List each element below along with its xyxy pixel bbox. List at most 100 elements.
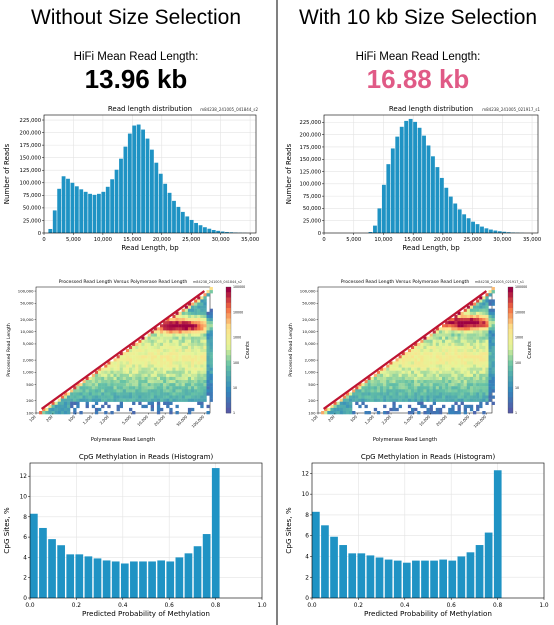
histogram-bar [102, 560, 111, 598]
heatmap-cell [435, 361, 440, 365]
heatmap-cell [491, 336, 495, 340]
heatmap-cell [135, 349, 139, 353]
heatmap-cell [414, 352, 418, 356]
heatmap-cell [141, 367, 145, 371]
heatmap-cell [469, 324, 474, 328]
heatmap-cell [491, 355, 495, 359]
heatmap-cell [442, 386, 446, 390]
heatmap-cell [197, 311, 201, 316]
heatmap-cell [197, 342, 201, 347]
heatmap-cell [129, 355, 133, 359]
heatmap-cell [404, 361, 409, 365]
heatmap-cell [463, 386, 467, 390]
heatmap-cell [79, 411, 83, 415]
heatmap-cell [150, 395, 154, 399]
heatmap-cell [203, 367, 207, 371]
heatmap-cell [435, 339, 440, 343]
heatmap-cell [473, 330, 477, 334]
heatmap-cell [466, 318, 471, 322]
heatmap-cell [138, 373, 142, 378]
heatmap-cell [156, 349, 161, 353]
heatmap-cell [442, 336, 446, 340]
heatmap-cell [485, 333, 489, 337]
heatmap-cell [206, 389, 210, 393]
colorbar-segment [226, 397, 231, 403]
heatmap-cell [445, 370, 449, 374]
heatmap-cell [417, 367, 421, 371]
heatmap-cell [414, 376, 418, 381]
heatmap-cell [386, 389, 390, 393]
heatmap-cell [94, 373, 99, 378]
heatmap-cell [191, 386, 195, 390]
heatmap-cell [209, 318, 213, 322]
colorbar-segment [226, 386, 231, 393]
heatmap-cell [175, 345, 179, 350]
heatmap-cell [200, 311, 204, 316]
heatmap-cell [156, 407, 161, 412]
heatmap-cell [442, 352, 446, 356]
x-tick-label: 1,000 [82, 414, 94, 426]
heatmap-cell [442, 395, 446, 399]
heatmap-cell [138, 358, 142, 362]
heatmap-cell [172, 383, 176, 387]
heatmap-cell [429, 383, 433, 387]
heatmap-cell [132, 373, 136, 378]
heatmap-cell [169, 392, 173, 396]
y-tick-label: 0 [305, 596, 309, 602]
heatmap-cell [85, 389, 89, 393]
heatmap-cell [91, 373, 96, 378]
heatmap-cell [206, 364, 210, 368]
heatmap-cell [194, 339, 198, 343]
heatmap-cell [122, 370, 127, 374]
heatmap-cell [466, 336, 471, 340]
heatmap-cell [460, 383, 464, 387]
heatmap-cell [479, 308, 483, 312]
heatmap-cell [122, 398, 127, 402]
x-axis-label: Polymerase Read Length [91, 437, 155, 443]
histogram-bar [136, 124, 141, 233]
heatmap-cell [150, 376, 154, 381]
heatmap-cell [445, 361, 449, 365]
heatmap-cell [156, 361, 161, 365]
heatmap-cell [191, 305, 195, 309]
heatmap-cell [187, 358, 192, 362]
heatmap-cell [417, 361, 421, 365]
heatmap-cell [479, 333, 483, 337]
heatmap-cell [166, 380, 170, 384]
heatmap-cell [491, 342, 495, 347]
heatmap-cell [175, 355, 179, 359]
heatmap-cell [194, 398, 198, 402]
heatmap-cell [156, 345, 161, 350]
colorbar-segment [508, 339, 513, 346]
histogram-bar [57, 188, 62, 233]
heatmap-cell [184, 305, 189, 309]
heatmap-cell [166, 373, 170, 378]
heatmap-cell [466, 395, 471, 399]
heatmap-cell [376, 383, 381, 387]
heatmap-cell [125, 392, 130, 396]
y-tick-label: 225,000 [300, 120, 321, 126]
heatmap-cell [411, 345, 415, 350]
heatmap-cell [426, 349, 430, 353]
heatmap-cell [435, 392, 440, 396]
heatmap-cell [200, 345, 204, 350]
heatmap-cell [88, 392, 92, 396]
heatmap-cell [57, 407, 61, 412]
heatmap-cell [166, 367, 170, 371]
heatmap-cell [466, 389, 471, 393]
heatmap-cell [178, 321, 182, 325]
heatmap-cell [191, 345, 195, 350]
heatmap-cell [200, 376, 204, 381]
heatmap-cell [150, 349, 154, 353]
heatmap-cell [194, 358, 198, 362]
heatmap-cell [160, 407, 164, 412]
heatmap-cell [423, 392, 427, 396]
heatmap-cell [197, 370, 201, 374]
heatmap-cell [54, 411, 58, 415]
heatmap-cell [411, 349, 415, 353]
heatmap-cell [392, 389, 396, 393]
heatmap-cell [116, 389, 120, 393]
heatmap-cell [445, 358, 449, 362]
heatmap-cell [451, 327, 455, 331]
heatmap-cell [423, 342, 427, 347]
